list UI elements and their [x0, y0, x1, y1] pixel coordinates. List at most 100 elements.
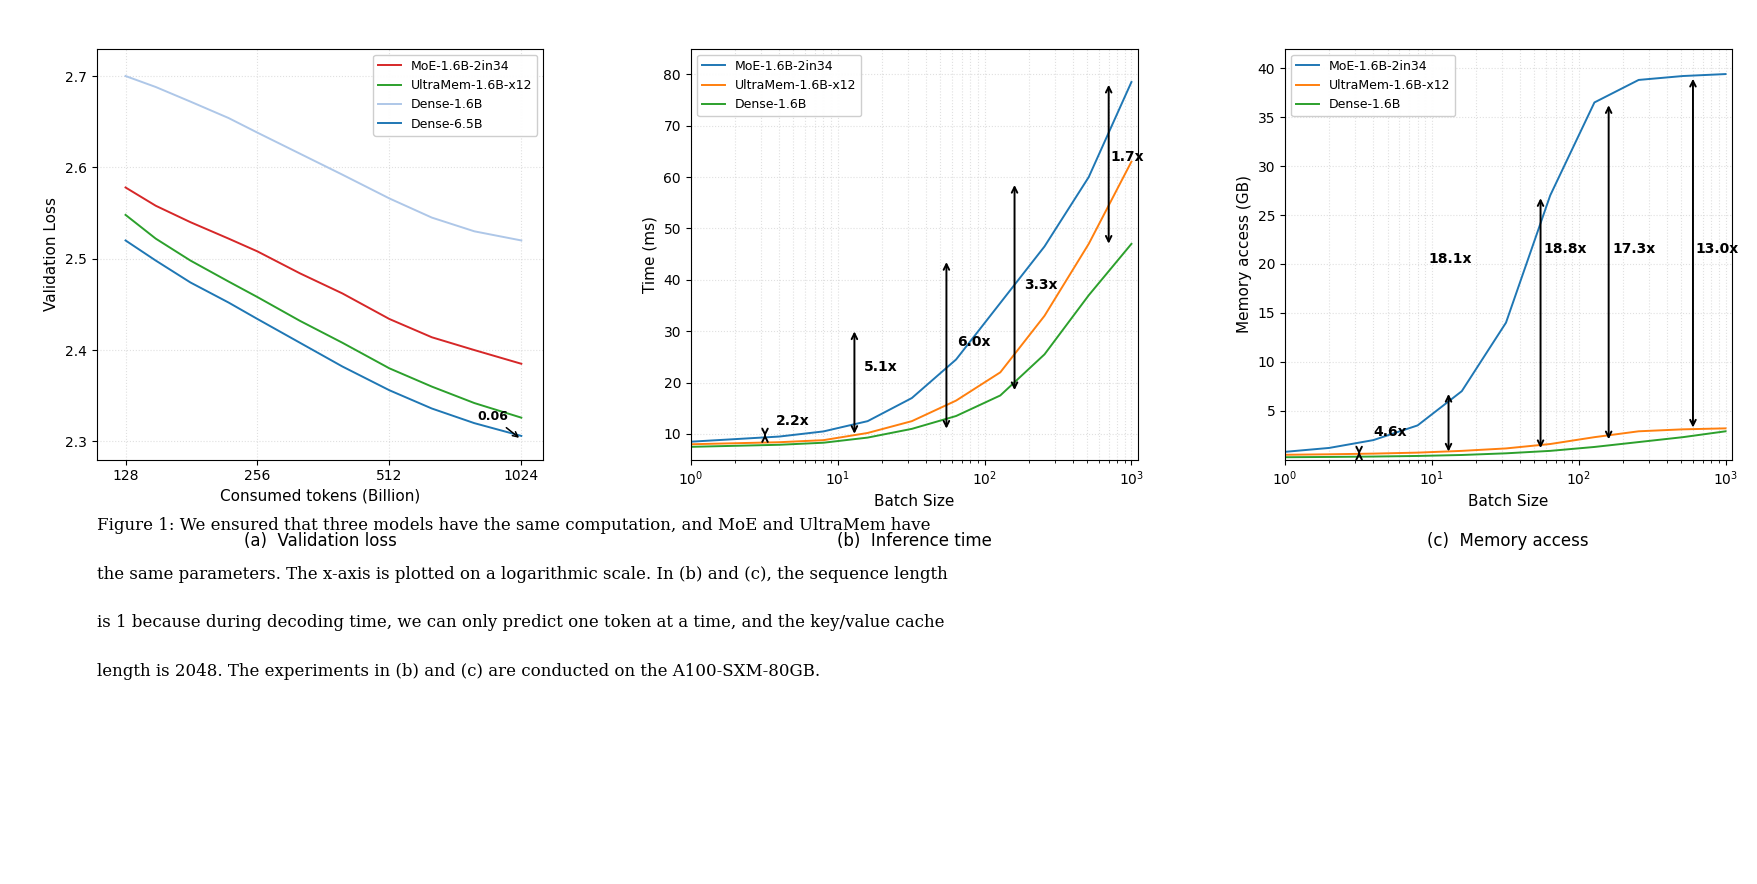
MoE-1.6B-2in34	[179, 217, 200, 227]
Line: Dense-1.6B: Dense-1.6B	[691, 244, 1132, 446]
Text: 4.6x: 4.6x	[1372, 425, 1406, 439]
UltraMem-1.6B-x12	[464, 398, 485, 408]
X-axis label: Batch Size: Batch Size	[873, 493, 954, 508]
Dense-6.5B	[246, 314, 267, 324]
Dense-1.6B	[1121, 239, 1142, 249]
Text: 17.3x: 17.3x	[1611, 242, 1655, 256]
MoE-1.6B-2in34	[1451, 385, 1472, 396]
Dense-1.6B	[1627, 437, 1648, 447]
Dense-1.6B	[901, 423, 922, 434]
UltraMem-1.6B-x12	[1495, 443, 1516, 453]
UltraMem-1.6B-x12	[901, 415, 922, 426]
MoE-1.6B-2in34	[1627, 74, 1648, 85]
UltraMem-1.6B-x12	[290, 316, 311, 326]
MoE-1.6B-2in34	[1406, 420, 1427, 431]
UltraMem-1.6B-x12	[768, 437, 789, 447]
UltraMem-1.6B-x12	[146, 233, 167, 244]
Dense-1.6B	[378, 193, 399, 203]
Dense-6.5B	[290, 338, 311, 348]
MoE-1.6B-2in34	[511, 359, 532, 370]
MoE-1.6B-2in34	[218, 233, 239, 244]
Text: 2.2x: 2.2x	[775, 414, 810, 428]
X-axis label: Batch Size: Batch Size	[1467, 493, 1548, 508]
Dense-1.6B	[768, 439, 789, 450]
UltraMem-1.6B-x12	[1077, 239, 1098, 249]
Dense-1.6B	[1406, 451, 1427, 461]
Dense-1.6B	[1318, 452, 1339, 462]
MoE-1.6B-2in34	[1495, 317, 1516, 328]
Text: 18.8x: 18.8x	[1543, 242, 1587, 256]
MoE-1.6B-2in34	[857, 415, 878, 426]
Dense-1.6B	[812, 438, 833, 448]
MoE-1.6B-2in34	[1539, 190, 1560, 201]
Text: length is 2048. The experiments in (b) and (c) are conducted on the A100-SXM-80G: length is 2048. The experiments in (b) a…	[97, 663, 819, 680]
Text: 5.1x: 5.1x	[863, 360, 896, 374]
UltraMem-1.6B-x12	[1318, 449, 1339, 460]
Line: MoE-1.6B-2in34: MoE-1.6B-2in34	[125, 187, 522, 364]
MoE-1.6B-2in34	[1362, 435, 1383, 446]
Dense-6.5B	[114, 235, 135, 246]
Y-axis label: Memory access (GB): Memory access (GB)	[1237, 175, 1251, 333]
Legend: MoE-1.6B-2in34, UltraMem-1.6B-x12, Dense-1.6B: MoE-1.6B-2in34, UltraMem-1.6B-x12, Dense…	[698, 55, 861, 117]
UltraMem-1.6B-x12	[1033, 310, 1054, 321]
Line: Dense-1.6B: Dense-1.6B	[125, 76, 522, 240]
Dense-1.6B	[724, 440, 745, 451]
MoE-1.6B-2in34	[378, 314, 399, 324]
MoE-1.6B-2in34	[1077, 171, 1098, 182]
Dense-6.5B	[422, 403, 443, 414]
UltraMem-1.6B-x12	[1583, 432, 1604, 443]
UltraMem-1.6B-x12	[1406, 447, 1427, 458]
Y-axis label: Time (ms): Time (ms)	[643, 216, 657, 293]
MoE-1.6B-2in34	[680, 437, 701, 447]
UltraMem-1.6B-x12	[378, 363, 399, 374]
MoE-1.6B-2in34	[146, 201, 167, 211]
Dense-1.6B	[290, 149, 311, 159]
MoE-1.6B-2in34	[422, 332, 443, 343]
MoE-1.6B-2in34	[1715, 69, 1736, 80]
UltraMem-1.6B-x12	[680, 439, 701, 450]
Line: Dense-6.5B: Dense-6.5B	[125, 240, 522, 436]
Dense-1.6B	[422, 212, 443, 223]
MoE-1.6B-2in34	[246, 246, 267, 256]
Dense-1.6B	[1495, 448, 1516, 459]
MoE-1.6B-2in34	[1121, 77, 1142, 88]
UltraMem-1.6B-x12	[1539, 438, 1560, 449]
MoE-1.6B-2in34	[768, 431, 789, 442]
Text: is 1 because during decoding time, we can only predict one token at a time, and : is 1 because during decoding time, we ca…	[97, 614, 944, 631]
UltraMem-1.6B-x12	[1627, 426, 1648, 437]
MoE-1.6B-2in34	[945, 354, 966, 365]
Legend: MoE-1.6B-2in34, UltraMem-1.6B-x12, Dense-1.6B, Dense-6.5B: MoE-1.6B-2in34, UltraMem-1.6B-x12, Dense…	[372, 55, 538, 135]
Line: UltraMem-1.6B-x12: UltraMem-1.6B-x12	[691, 162, 1132, 445]
MoE-1.6B-2in34	[290, 268, 311, 278]
UltraMem-1.6B-x12	[114, 210, 135, 220]
Text: 13.0x: 13.0x	[1694, 242, 1738, 256]
MoE-1.6B-2in34	[901, 392, 922, 403]
MoE-1.6B-2in34	[114, 182, 135, 193]
Dense-6.5B	[146, 255, 167, 266]
UltraMem-1.6B-x12	[989, 367, 1010, 377]
UltraMem-1.6B-x12	[1121, 156, 1142, 167]
Dense-1.6B	[1451, 450, 1472, 461]
UltraMem-1.6B-x12	[945, 395, 966, 406]
UltraMem-1.6B-x12	[246, 292, 267, 302]
Line: MoE-1.6B-2in34: MoE-1.6B-2in34	[691, 82, 1132, 442]
Legend: MoE-1.6B-2in34, UltraMem-1.6B-x12, Dense-1.6B: MoE-1.6B-2in34, UltraMem-1.6B-x12, Dense…	[1290, 55, 1455, 117]
Dense-1.6B	[989, 390, 1010, 400]
Dense-1.6B	[1362, 451, 1383, 461]
Dense-6.5B	[332, 362, 353, 372]
Line: Dense-1.6B: Dense-1.6B	[1284, 431, 1725, 457]
MoE-1.6B-2in34	[332, 288, 353, 299]
Text: 6.0x: 6.0x	[956, 334, 989, 348]
Dense-1.6B	[1539, 446, 1560, 456]
Dense-1.6B	[680, 441, 701, 452]
Dense-1.6B	[332, 170, 353, 180]
Text: 1.7x: 1.7x	[1110, 149, 1144, 164]
Line: UltraMem-1.6B-x12: UltraMem-1.6B-x12	[1284, 429, 1725, 454]
UltraMem-1.6B-x12	[218, 276, 239, 286]
Text: (a)  Validation loss: (a) Validation loss	[244, 531, 397, 550]
Text: 0.06: 0.06	[476, 410, 518, 437]
Dense-1.6B	[114, 71, 135, 81]
Text: (b)  Inference time: (b) Inference time	[836, 531, 991, 550]
Line: MoE-1.6B-2in34: MoE-1.6B-2in34	[1284, 74, 1725, 452]
MoE-1.6B-2in34	[724, 434, 745, 445]
